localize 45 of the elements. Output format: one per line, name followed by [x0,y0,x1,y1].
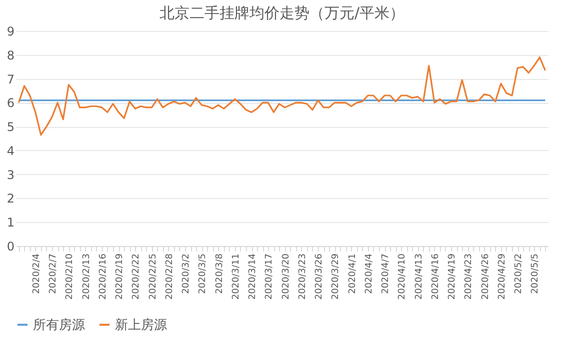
x-tick-label: 2020/3/20 [281,253,292,300]
x-tick-label: 2020/4/26 [480,253,491,300]
x-tick-label: 2020/4/1 [348,254,358,294]
x-tick-label: 2020/4/23 [464,254,474,300]
x-tick-label: 2020/3/2 [182,254,192,294]
x-tick-label: 2020/5/5 [530,254,541,294]
x-tick-label: 2020/4/29 [497,253,508,300]
x-tick-label: 2020/2/13 [82,254,92,300]
x-tick-label: 2020/4/13 [414,254,424,300]
x-tick-label: 2020/2/22 [132,254,142,300]
y-tick-label: 4 [6,144,14,158]
x-tick-label: 2020/2/25 [148,254,158,300]
x-tick-label: 2020/4/16 [430,253,441,300]
x-tick-label: 2020/2/10 [65,253,76,300]
legend-label: 所有房源 [33,316,85,333]
x-tick-label: 2020/3/17 [264,254,275,300]
x-tick-label: 2020/3/29 [331,253,342,300]
y-tick-label: 3 [6,168,14,182]
x-tick-label: 2020/4/10 [398,253,408,300]
x-tick-label: 2020/4/7 [381,254,392,294]
x-tick-label: 2020/3/14 [248,253,258,300]
y-tick-label: 1 [6,216,14,230]
y-tick-label: 9 [6,24,14,38]
x-tick-label: 2020/2/19 [115,253,126,300]
x-tick-label: 2020/4/4 [364,253,374,294]
x-tick-label: 2020/3/23 [298,254,308,300]
x-tick-label: 2020/4/19 [448,253,458,300]
y-tick-label: 2 [6,192,14,206]
line-series [18,56,546,136]
x-tick-label: 2020/2/7 [48,254,59,294]
x-tick-label: 2020/3/5 [198,254,208,294]
legend-label: 新上房源 [115,316,167,333]
x-tick-label: 2020/2/4 [32,253,42,294]
x-tick-label: 2020/5/2 [514,254,524,294]
y-tick-label: 0 [6,240,14,254]
y-tick-label: 6 [6,96,14,110]
x-tick-label: 2020/3/26 [314,253,325,300]
y-tick-label: 5 [6,120,14,134]
x-tick-label: 2020/3/8 [214,253,225,294]
y-tick-label: 8 [6,48,14,62]
x-tick-label: 2020/3/11 [231,254,242,300]
chart-title: 北京二手挂牌均价走势（万元/平米） [159,4,405,22]
y-tick-label: 7 [6,72,14,86]
x-tick-label: 2020/2/28 [164,253,175,300]
x-tick-label: 2020/2/16 [98,253,108,300]
